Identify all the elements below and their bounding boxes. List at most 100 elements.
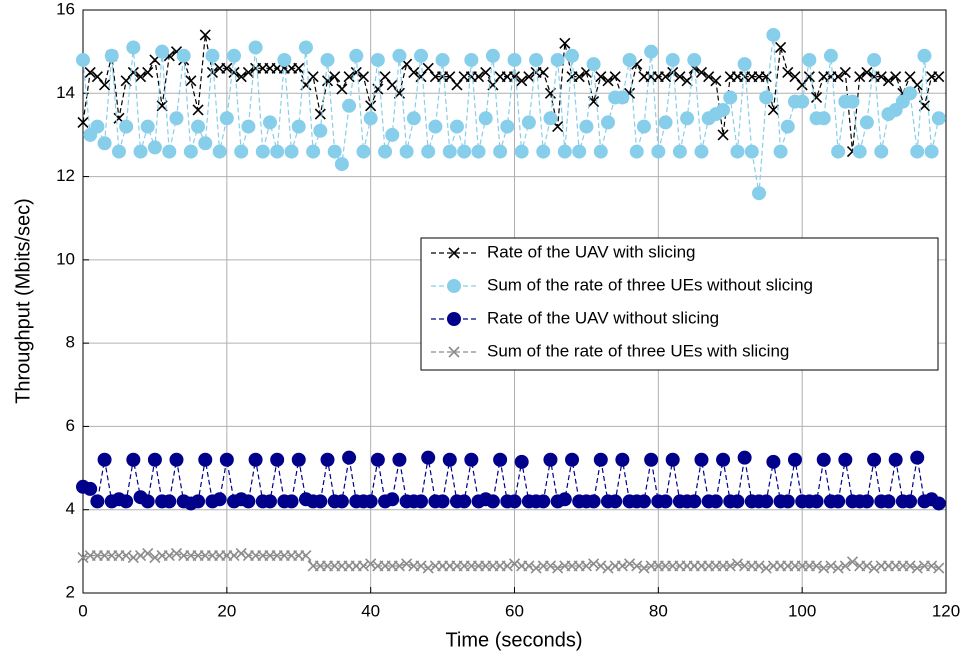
marker (277, 52, 292, 67)
marker (924, 144, 939, 159)
marker (615, 90, 630, 105)
series-line (82, 552, 939, 569)
marker (422, 562, 434, 574)
marker (521, 115, 536, 130)
marker (457, 144, 472, 159)
series-line (82, 457, 940, 505)
marker (559, 37, 571, 49)
marker (665, 452, 680, 467)
marker (672, 144, 687, 159)
marker (904, 560, 916, 572)
marker (156, 100, 168, 112)
marker (631, 560, 643, 572)
marker (543, 452, 558, 467)
marker (787, 452, 802, 467)
marker (221, 62, 233, 74)
marker (284, 494, 299, 509)
marker (90, 119, 105, 134)
marker (480, 66, 492, 79)
marker (636, 119, 651, 134)
marker (378, 144, 393, 159)
marker (206, 66, 219, 79)
marker (780, 494, 795, 509)
marker (493, 452, 508, 467)
marker (874, 144, 889, 159)
marker (723, 90, 738, 105)
marker (931, 496, 946, 511)
marker (501, 560, 513, 572)
marker (737, 450, 752, 465)
marker (854, 71, 866, 83)
marker (464, 452, 479, 467)
marker (550, 52, 565, 67)
marker (228, 549, 240, 562)
marker (803, 71, 815, 83)
marker (447, 312, 461, 326)
marker (809, 494, 824, 509)
marker (291, 119, 306, 134)
marker (147, 452, 162, 467)
marker (658, 115, 673, 130)
marker (270, 452, 285, 467)
marker (868, 562, 880, 574)
marker (142, 547, 154, 560)
legend-label: Rate of the UAV with slicing (487, 242, 696, 261)
marker (818, 562, 830, 574)
marker (508, 71, 521, 83)
marker (917, 48, 932, 63)
marker (795, 94, 810, 109)
marker (507, 52, 522, 67)
marker (767, 104, 779, 116)
marker (744, 144, 759, 159)
marker (320, 52, 335, 67)
plot-frame (82, 9, 947, 594)
marker (329, 71, 341, 83)
marker (99, 79, 111, 91)
x-tick-label: 100 (788, 601, 816, 620)
marker (910, 144, 925, 159)
marker (170, 547, 183, 560)
marker (904, 71, 916, 83)
marker (557, 144, 572, 159)
marker (104, 48, 119, 63)
marker (314, 108, 326, 120)
marker (357, 560, 370, 572)
marker (565, 48, 580, 63)
x-tick-label: 120 (932, 601, 960, 620)
marker (140, 494, 155, 509)
marker (349, 48, 364, 63)
x-axis-label: Time (seconds) (445, 629, 582, 651)
marker (508, 558, 521, 570)
marker (334, 494, 349, 509)
marker (205, 48, 220, 63)
marker (586, 57, 601, 72)
marker (262, 115, 277, 130)
marker (363, 494, 378, 509)
marker (881, 494, 896, 509)
marker (91, 71, 103, 83)
marker (680, 111, 695, 126)
marker (448, 247, 460, 259)
marker (169, 111, 184, 126)
y-tick-label: 12 (56, 166, 75, 185)
marker (595, 71, 607, 83)
marker (557, 492, 572, 507)
marker (687, 52, 702, 67)
marker (665, 52, 680, 67)
x-tick-label: 0 (78, 601, 87, 620)
marker (882, 75, 895, 87)
marker (365, 100, 377, 112)
marker (753, 560, 765, 572)
marker (485, 48, 500, 63)
marker (176, 48, 191, 63)
marker (212, 144, 227, 159)
marker (235, 547, 247, 560)
marker (111, 144, 126, 159)
y-tick-label: 16 (56, 0, 75, 18)
marker (573, 71, 585, 83)
marker (602, 562, 614, 574)
marker (593, 144, 608, 159)
y-tick-label: 4 (66, 499, 75, 518)
marker (529, 52, 544, 67)
